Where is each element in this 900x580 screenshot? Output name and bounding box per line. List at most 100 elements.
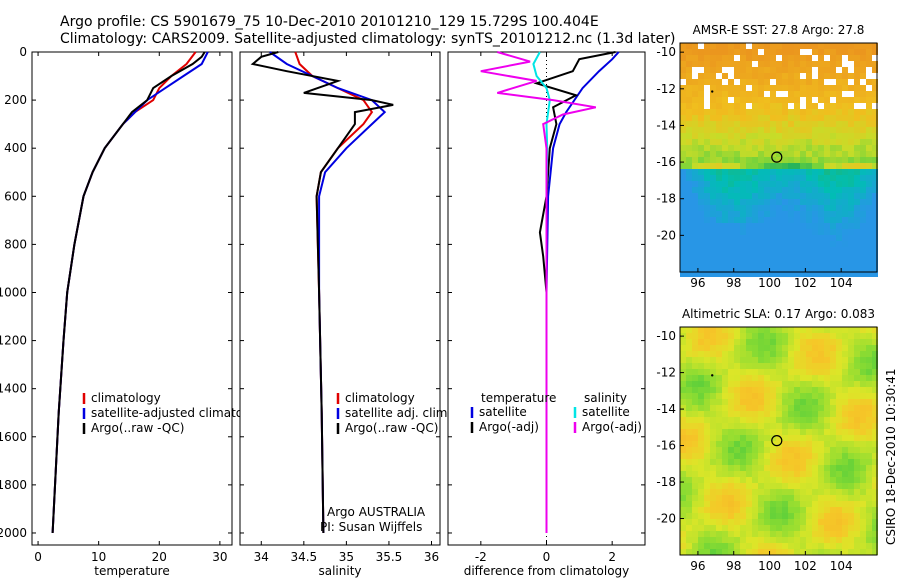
map-cell — [734, 495, 740, 501]
map-cell — [746, 447, 752, 453]
map-cell — [860, 145, 866, 151]
map-cell — [770, 501, 776, 507]
map-cell — [782, 121, 788, 127]
map-cell — [788, 67, 794, 73]
map-cell — [776, 43, 782, 49]
map-cell — [848, 405, 854, 411]
map-cell — [866, 393, 872, 399]
map-cell — [758, 91, 764, 97]
map-cell — [830, 339, 836, 345]
map-cell — [794, 525, 800, 531]
map-cell — [752, 253, 758, 259]
map-cell — [782, 435, 788, 441]
map-cell — [824, 139, 830, 145]
map-cell — [812, 193, 818, 199]
map-cell — [776, 115, 782, 121]
map-cell — [782, 187, 788, 193]
map-cell — [752, 327, 758, 333]
map-cell — [764, 199, 770, 205]
y-tick-label: -12 — [656, 82, 676, 96]
map-cell — [752, 223, 758, 229]
map-cell — [728, 495, 734, 501]
map-cell — [776, 175, 782, 181]
map-cell — [854, 127, 860, 133]
map-cell — [680, 97, 686, 103]
map-cell — [740, 369, 746, 375]
map-cell — [842, 133, 848, 139]
map-cell — [752, 43, 758, 49]
map-cell — [740, 265, 746, 271]
map-cell — [770, 345, 776, 351]
map-cell — [776, 247, 782, 253]
map-cell — [680, 393, 686, 399]
map-cell — [722, 253, 728, 259]
map-cell — [824, 115, 830, 121]
map-cell — [752, 85, 758, 91]
map-cell — [758, 133, 764, 139]
map-cell — [806, 453, 812, 459]
map-cell — [842, 193, 848, 199]
map-cell — [806, 235, 812, 241]
map-cell — [806, 525, 812, 531]
map-cell — [830, 333, 836, 339]
map-cell — [854, 531, 860, 537]
map-cell — [704, 181, 710, 187]
map-cell — [782, 441, 788, 447]
map-cell — [848, 43, 854, 49]
map-cell — [806, 157, 812, 163]
map-cell — [842, 115, 848, 121]
map-cell — [758, 471, 764, 477]
map-cell — [710, 175, 716, 181]
map-cell — [800, 259, 806, 265]
map-cell — [752, 79, 758, 85]
map-cell — [806, 339, 812, 345]
map-cell — [872, 223, 878, 229]
map-cell — [866, 345, 872, 351]
map-cell — [698, 477, 704, 483]
map-cell — [764, 387, 770, 393]
map-cell — [752, 187, 758, 193]
map-cell — [824, 345, 830, 351]
map-cell — [716, 55, 722, 61]
map-cell — [818, 495, 824, 501]
map-cell — [698, 519, 704, 525]
map-cell — [782, 375, 788, 381]
map-cell — [734, 417, 740, 423]
map-cell — [698, 199, 704, 205]
map-cell — [842, 205, 848, 211]
map-cell — [806, 121, 812, 127]
map-cell — [758, 453, 764, 459]
map-cell — [728, 537, 734, 543]
map-cell — [680, 73, 686, 79]
map-cell — [854, 49, 860, 55]
map-cell — [806, 61, 812, 67]
map-cell — [716, 109, 722, 115]
map-cell — [860, 369, 866, 375]
map-cell — [842, 405, 848, 411]
map-cell — [818, 151, 824, 157]
map-cell — [722, 327, 728, 333]
map-cell — [734, 85, 740, 91]
map-cell — [782, 79, 788, 85]
map-cell — [686, 265, 692, 271]
map-cell — [692, 241, 698, 247]
map-cell — [830, 217, 836, 223]
map-cell — [818, 211, 824, 217]
map-cell — [854, 211, 860, 217]
map-cell — [812, 187, 818, 193]
map-cell — [740, 217, 746, 223]
y-tick-label: -18 — [656, 192, 676, 206]
map-cell — [866, 423, 872, 429]
map-cell — [704, 223, 710, 229]
map-cell — [806, 501, 812, 507]
map-cell — [752, 453, 758, 459]
map-cell — [788, 139, 794, 145]
map-cell — [854, 471, 860, 477]
map-cell — [860, 133, 866, 139]
map-cell — [860, 181, 866, 187]
map-cell — [842, 121, 848, 127]
map-cell — [806, 489, 812, 495]
map-cell — [848, 465, 854, 471]
map-cell — [710, 543, 716, 549]
map-cell — [770, 235, 776, 241]
